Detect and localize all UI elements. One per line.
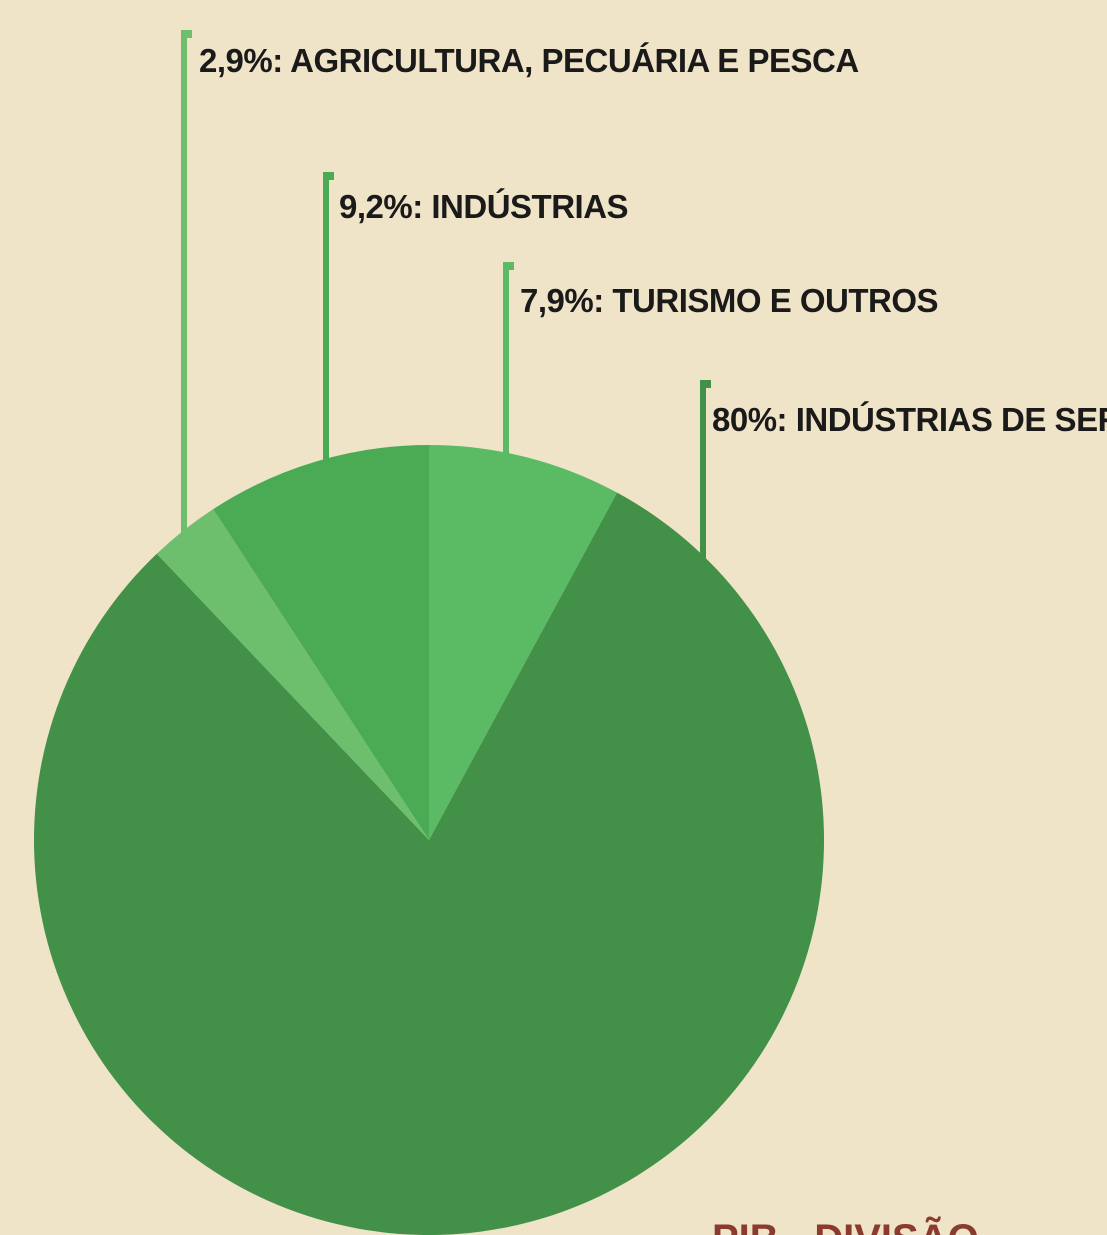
label-industrias: 9,2%: INDÚSTRIAS	[339, 188, 628, 225]
leader-servicos-cap	[700, 380, 711, 388]
leader-industrias-cap	[323, 172, 334, 180]
pie-slices	[34, 445, 824, 1235]
label-turismo: 7,9%: TURISMO E OUTROS	[520, 282, 938, 319]
label-agricultura: 2,9%: AGRICULTURA, PECUÁRIA E PESCA	[199, 42, 859, 79]
leader-servicos	[700, 380, 706, 560]
leader-industrias	[323, 172, 329, 462]
chart-title: PIB - DIVISÃO	[712, 1215, 979, 1235]
leader-turismo-cap	[503, 262, 514, 270]
leader-lines	[181, 30, 711, 560]
leader-agricultura	[181, 30, 187, 535]
leader-agricultura-cap	[181, 30, 192, 38]
leader-turismo	[503, 262, 509, 455]
label-servicos: 80%: INDÚSTRIAS DE SERVIÇOS	[712, 401, 1107, 438]
slice-servicos	[34, 492, 824, 1235]
slice-agricultura	[156, 509, 429, 840]
slice-turismo	[429, 445, 618, 840]
slice-industrias	[213, 445, 429, 840]
